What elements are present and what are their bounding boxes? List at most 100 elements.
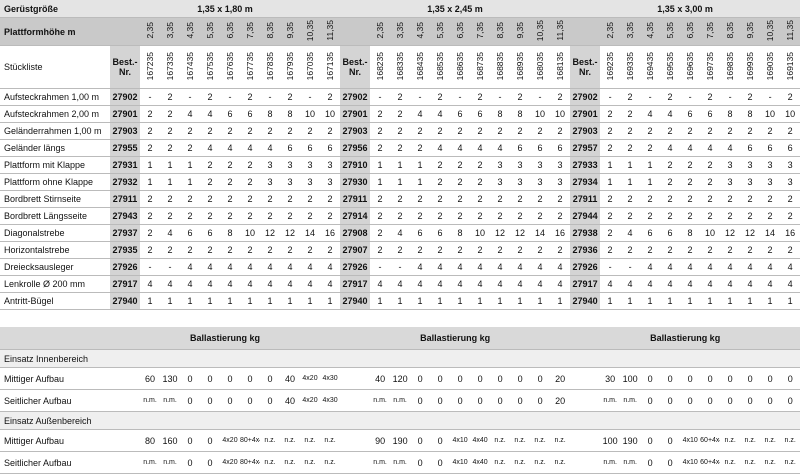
quantity: 4 <box>450 139 471 157</box>
ballast-name: Mittiger Aufbau <box>0 367 110 390</box>
quantity: 2 <box>720 190 741 208</box>
quantity: 2 <box>700 122 721 140</box>
quantity: 3 <box>300 173 320 191</box>
quantity: 2 <box>470 241 491 259</box>
height: 3,35 <box>395 22 406 39</box>
ballast-value: 80+4x40 <box>240 429 260 452</box>
quantity: 2 <box>260 190 280 208</box>
quantity: 1 <box>410 156 431 174</box>
quantity: 4 <box>140 275 160 293</box>
quantity: 10 <box>320 105 341 123</box>
article-cell: 168335 <box>390 45 411 89</box>
quantity: 2 <box>140 241 160 259</box>
height: 2,35 <box>145 22 155 39</box>
article-cell: 167435 <box>180 45 200 89</box>
quantity: 4 <box>300 258 320 276</box>
quantity: 1 <box>430 292 451 310</box>
article-number: 169635 <box>685 51 696 81</box>
quantity: 4 <box>490 139 511 157</box>
height-cell: 11,35 <box>780 17 800 46</box>
article-number: 169535 <box>665 51 676 81</box>
quantity: 2 <box>680 156 701 174</box>
height-cell: 7,35 <box>240 17 260 46</box>
quantity: 2 <box>740 241 761 259</box>
quantity: 10 <box>300 105 320 123</box>
ballast-value: 0 <box>260 367 280 390</box>
height: 4,35 <box>415 22 426 39</box>
group-title: 1,35 x 3,00 m <box>570 0 800 18</box>
quantity: 8 <box>720 105 741 123</box>
quantity: 1 <box>510 292 531 310</box>
best-nr: 27903 <box>570 122 601 140</box>
spacer <box>110 389 140 412</box>
quantity: 2 <box>140 190 160 208</box>
quantity: 2 <box>390 105 411 123</box>
quantity: 1 <box>220 292 240 310</box>
quantity: 2 <box>200 190 220 208</box>
quantity: 2 <box>390 122 411 140</box>
quantity: 12 <box>490 224 511 242</box>
size-label: Gerüstgröße <box>0 0 110 18</box>
quantity: 1 <box>600 173 621 191</box>
quantity: 2 <box>160 190 180 208</box>
quantity: 4 <box>160 224 180 242</box>
best-nr: 27935 <box>110 241 140 259</box>
quantity: 4 <box>660 275 681 293</box>
best-nr: 27910 <box>340 156 371 174</box>
ballast-value: n.z. <box>550 451 571 474</box>
best-nr: 27943 <box>110 207 140 225</box>
quantity: 2 <box>660 173 681 191</box>
ballast-value: 4x20 <box>300 389 320 412</box>
article-row: Stückliste Best.-Nr. 167235 167335 167435 167… <box>0 45 800 89</box>
quantity: 2 <box>700 88 721 106</box>
ballast-value: 190 <box>620 429 641 452</box>
height: 7,35 <box>705 22 716 39</box>
height: 5,35 <box>205 22 215 39</box>
ballast-value: n.m. <box>370 389 391 412</box>
ballast-value: 0 <box>470 367 491 390</box>
article-number: 167535 <box>205 51 215 81</box>
ballast-value: 0 <box>180 429 200 452</box>
quantity: 4 <box>430 139 451 157</box>
quantity: 2 <box>660 122 681 140</box>
empty <box>0 327 110 350</box>
quantity: 4 <box>260 139 280 157</box>
quantity: 2 <box>200 241 220 259</box>
spacer <box>340 389 371 412</box>
quantity: 2 <box>260 122 280 140</box>
quantity: - <box>140 88 160 106</box>
quantity: 4 <box>780 258 800 276</box>
height: 6,35 <box>685 22 696 39</box>
quantity: 4 <box>220 139 240 157</box>
ballast-value: 4x20 <box>300 367 320 390</box>
quantity: - <box>640 88 661 106</box>
ballast-value: 0 <box>490 367 511 390</box>
ballast-value: n.z. <box>760 451 781 474</box>
ballast-value: 30 <box>600 367 621 390</box>
quantity: 4 <box>320 258 341 276</box>
quantity: 6 <box>780 139 800 157</box>
ballast-value: 4x30 <box>320 367 341 390</box>
quantity: 4 <box>470 139 491 157</box>
best-nr: 27917 <box>570 275 601 293</box>
quantity: 2 <box>470 88 491 106</box>
article-cell: 168635 <box>450 45 471 89</box>
height: 3,35 <box>165 22 175 39</box>
height-cell: 9,35 <box>280 17 300 46</box>
ballast-value: n.z. <box>550 429 571 452</box>
article-cell: 167635 <box>220 45 240 89</box>
part-name: Diagonalstrebe <box>0 224 110 242</box>
quantity: 2 <box>300 122 320 140</box>
article-cell: 169035 <box>760 45 781 89</box>
quantity: 4 <box>660 258 681 276</box>
ballast-value: 0 <box>430 451 451 474</box>
ballast-value: n.z. <box>510 451 531 474</box>
quantity: 2 <box>300 241 320 259</box>
quantity: - <box>370 258 391 276</box>
ballast-row: Seitlicher Aufbau n.m. n.m. 0 0 0 0 0 40 4x20 4x30… <box>0 389 800 412</box>
quantity: 2 <box>620 105 641 123</box>
quantity: 2 <box>430 190 451 208</box>
quantity: 1 <box>370 292 391 310</box>
quantity: 2 <box>510 207 531 225</box>
quantity: 1 <box>180 156 200 174</box>
